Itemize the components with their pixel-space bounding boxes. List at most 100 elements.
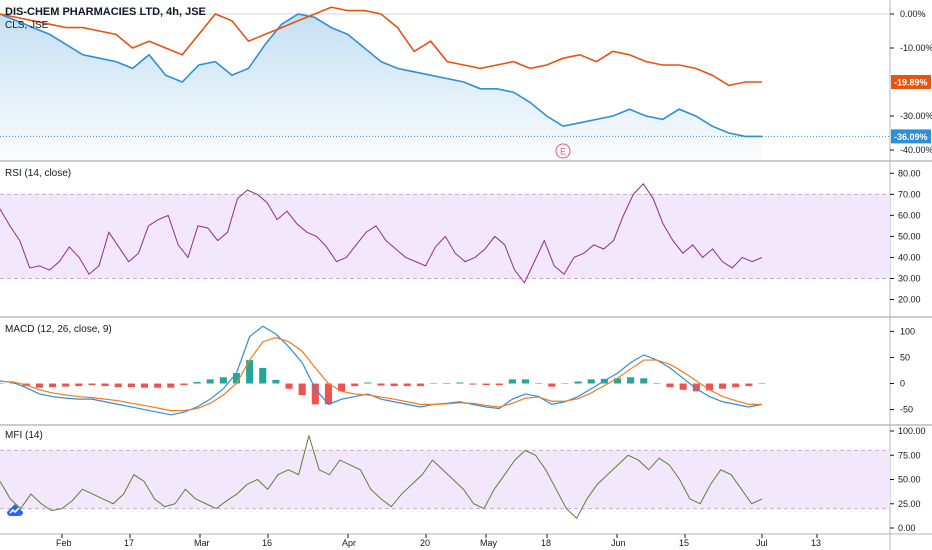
macd-histogram-bar <box>219 377 227 384</box>
macd-histogram-bar <box>666 383 674 388</box>
time-axis-label: 20 <box>420 538 430 548</box>
macd-histogram-bar <box>535 383 543 384</box>
macd-histogram-bar <box>521 379 530 384</box>
macd-histogram-bar <box>285 383 293 389</box>
macd-histogram-bar <box>403 383 411 387</box>
macd-histogram-bar <box>114 383 122 388</box>
rsi-title: RSI (14, close) <box>5 168 72 179</box>
macd-histogram-bar <box>705 383 713 391</box>
mfi-axis-label: 25.00 <box>898 499 921 509</box>
macd-histogram-bar <box>62 383 70 387</box>
macd-histogram-bar <box>456 382 464 384</box>
macd-histogram-bar <box>495 383 503 386</box>
mfi-axis-label: 50.00 <box>898 475 921 485</box>
chart-title: DIS-CHEM PHARMACIES LTD, 4h, JSE <box>5 6 206 18</box>
macd-histogram-bar <box>390 383 398 387</box>
macd-histogram-bar <box>35 383 43 388</box>
macd-histogram-bar <box>193 381 201 384</box>
macd-axis-label: 0 <box>900 379 905 389</box>
macd-histogram-bar <box>613 378 622 384</box>
time-axis-label: Feb <box>56 538 72 548</box>
macd-histogram-bar <box>469 383 477 385</box>
mfi-axis-label: 100.00 <box>898 426 926 436</box>
macd-histogram-bar <box>9 383 17 385</box>
macd-histogram-bar <box>127 383 135 388</box>
macd-histogram-bar <box>324 383 332 405</box>
macd-histogram-bar <box>49 383 57 388</box>
macd-histogram-bar <box>443 383 451 384</box>
macd-histogram-bar <box>338 383 346 392</box>
macd-line <box>0 325 763 416</box>
time-axis-label: 15 <box>679 538 689 548</box>
macd-histogram-bar <box>0 383 4 384</box>
macd-histogram-bar <box>627 377 635 384</box>
price-axis-label: 0.00% <box>900 9 926 19</box>
price-axis-label: -10.00% <box>900 43 932 53</box>
price-axis-label: -30.00% <box>900 111 932 121</box>
macd-histogram-bar <box>298 383 306 395</box>
price-area-fill <box>0 14 762 160</box>
macd-histogram-bar <box>259 367 267 384</box>
time-axis-label: 17 <box>124 538 134 548</box>
mfi-axis-label: 0.00 <box>898 523 916 533</box>
rsi-axis-label: 70.00 <box>898 189 921 199</box>
compare-symbol-label: CLS, JSE <box>5 20 49 31</box>
macd-histogram-bar <box>88 383 96 386</box>
macd-histogram-bar <box>75 383 83 387</box>
price-series-line <box>0 13 762 138</box>
mfi-band <box>0 450 890 509</box>
macd-histogram-bar <box>640 378 648 384</box>
price-axis-label: -40.00% <box>900 145 932 155</box>
macd-histogram-bar <box>101 383 109 387</box>
macd-histogram-bar <box>587 379 595 384</box>
time-axis-label: Mar <box>194 538 210 548</box>
time-axis-label: Jun <box>611 538 626 548</box>
macd-histogram-bar <box>758 383 766 385</box>
macd-histogram-bar <box>377 383 385 386</box>
macd-histogram-bar <box>653 383 661 385</box>
time-axis-label: May <box>480 538 498 548</box>
macd-signal-line <box>0 337 762 412</box>
time-axis-label: 16 <box>262 538 272 548</box>
rsi-axis-label: 40.00 <box>898 252 921 262</box>
macd-histogram-bar <box>745 383 753 387</box>
macd-histogram-bar <box>167 383 175 388</box>
rsi-axis-label: 30.00 <box>898 273 921 283</box>
rsi-line <box>0 183 763 284</box>
macd-axis-label: 50 <box>900 352 910 362</box>
macd-histogram-bar <box>508 379 516 384</box>
macd-histogram-bar <box>351 383 359 387</box>
macd-title: MACD (12, 26, close, 9) <box>5 324 112 335</box>
macd-histogram-bar <box>140 383 149 388</box>
tradingview-logo-icon <box>6 503 24 517</box>
macd-histogram-bar <box>574 381 582 384</box>
mfi-title: MFI (14) <box>5 430 43 441</box>
macd-histogram-bar <box>180 383 188 386</box>
macd-histogram-bar <box>232 373 241 384</box>
macd-histogram-bar <box>679 383 687 390</box>
macd-histogram-bar <box>246 360 254 384</box>
price-last-value-bg <box>891 129 931 144</box>
macd-histogram-bar <box>482 383 490 386</box>
earnings-marker-icon <box>555 143 571 159</box>
macd-histogram-bar <box>154 383 162 388</box>
macd-axis-label: 100 <box>900 326 915 336</box>
macd-histogram-bar <box>548 383 556 387</box>
compare-last-value: -19.89% <box>894 78 928 88</box>
macd-axis-label: -50 <box>900 405 913 415</box>
earnings-marker-label: E <box>560 147 566 157</box>
rsi-axis-label: 60.00 <box>898 210 921 220</box>
time-axis-label: Apr <box>342 538 356 548</box>
macd-histogram-bar <box>364 382 372 384</box>
mfi-line <box>0 434 763 520</box>
mfi-axis-label: 75.00 <box>898 450 921 460</box>
rsi-axis-label: 20.00 <box>898 294 921 304</box>
macd-histogram-bar <box>272 379 280 384</box>
macd-histogram-bar <box>732 383 740 388</box>
compare-series-line <box>0 6 762 87</box>
macd-histogram-bar <box>416 383 424 387</box>
rsi-axis-label: 80.00 <box>898 168 921 178</box>
macd-histogram-bar <box>430 383 438 385</box>
rsi-axis-label: 50.00 <box>898 231 921 241</box>
